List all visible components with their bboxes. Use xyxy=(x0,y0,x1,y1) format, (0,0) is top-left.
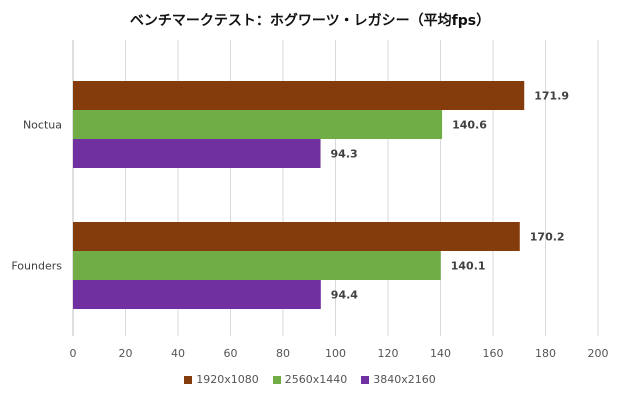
x-tick-label-20: 20 xyxy=(119,347,133,360)
legend-item-1920: 1920x1080 xyxy=(184,373,259,386)
bar-founders-1920x1080 xyxy=(73,222,520,251)
bar-noctua-1920x1080 xyxy=(73,81,525,110)
legend-swatch-3840 xyxy=(361,375,370,384)
x-tick-label-0: 0 xyxy=(70,347,77,360)
legend: 1920x1080 2560x1440 3840x2160 xyxy=(0,373,620,386)
legend-label-1920: 1920x1080 xyxy=(196,373,259,386)
data-label-founders-3840x2160: 94.4 xyxy=(331,289,358,302)
bar-founders-2560x1440 xyxy=(73,251,441,280)
category-label-noctua: Noctua xyxy=(23,119,62,132)
x-tick-label-60: 60 xyxy=(224,347,238,360)
data-label-noctua-2560x1440: 140.6 xyxy=(452,119,487,132)
data-label-founders-1920x1080: 170.2 xyxy=(530,231,565,244)
bar-founders-3840x2160 xyxy=(73,280,321,309)
legend-label-3840: 3840x2160 xyxy=(373,373,436,386)
category-label-founders: Founders xyxy=(11,260,62,273)
legend-swatch-1920 xyxy=(184,375,193,384)
x-tick-label-120: 120 xyxy=(378,347,399,360)
x-tick-label-140: 140 xyxy=(430,347,451,360)
data-label-noctua-3840x2160: 94.3 xyxy=(331,148,358,161)
data-label-founders-2560x1440: 140.1 xyxy=(451,260,486,273)
chart-title: ベンチマークテスト：ホグワーツ・レガシー（平均fps） xyxy=(129,13,491,29)
legend-label-2560: 2560x1440 xyxy=(284,373,348,386)
x-tick-label-40: 40 xyxy=(171,347,185,360)
legend-swatch-2560 xyxy=(272,375,281,384)
x-tick-label-100: 100 xyxy=(325,347,346,360)
bar-noctua-3840x2160 xyxy=(73,139,321,168)
x-tick-label-180: 180 xyxy=(535,347,556,360)
x-tick-label-80: 80 xyxy=(276,347,290,360)
legend-item-2560: 2560x1440 xyxy=(272,373,348,386)
bar-noctua-2560x1440 xyxy=(73,110,443,139)
x-tick-label-200: 200 xyxy=(588,347,609,360)
x-tick-label-160: 160 xyxy=(483,347,504,360)
legend-item-3840: 3840x2160 xyxy=(361,373,436,386)
data-label-noctua-1920x1080: 171.9 xyxy=(534,90,569,103)
